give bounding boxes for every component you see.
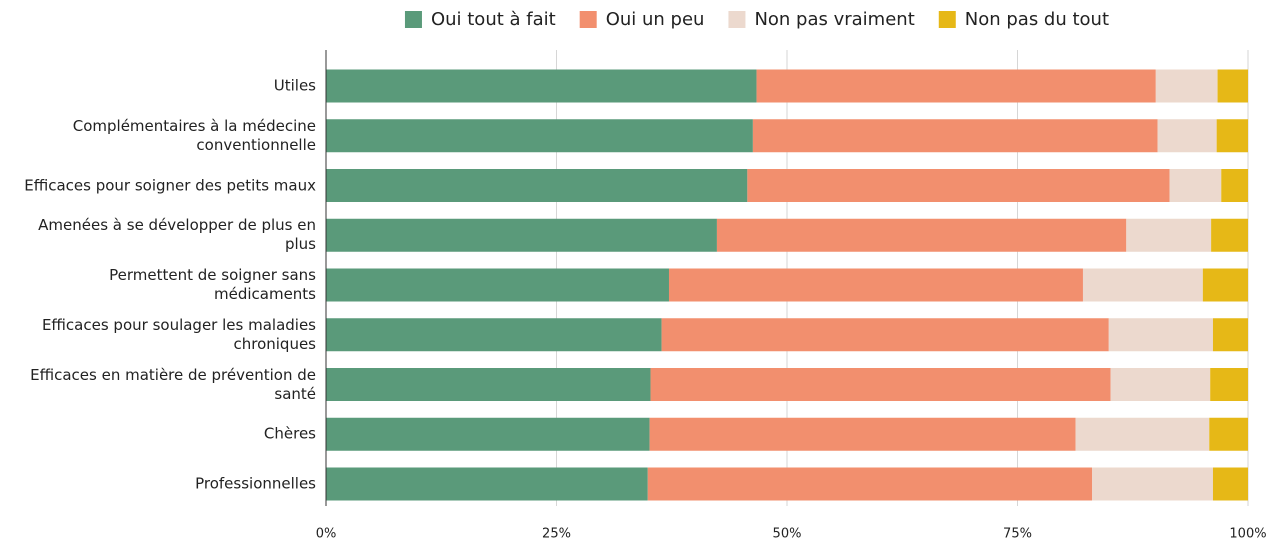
legend-label: Non pas vraiment [754, 9, 914, 30]
bar-segment [1155, 69, 1218, 103]
bar-segment [649, 417, 1076, 451]
category-label: Utiles [273, 76, 316, 95]
bar-segment [326, 467, 648, 501]
bar-segment [1169, 169, 1222, 202]
category-label: Efficaces pour soigner des petits maux [24, 176, 316, 194]
bar-segment [1221, 169, 1248, 202]
legend-label: Oui un peu [606, 9, 705, 30]
bar-segment [1209, 417, 1248, 451]
bar-segment [326, 119, 753, 153]
bar-segment [647, 467, 1093, 501]
bar-segment [1157, 119, 1217, 153]
category-label: Chères [263, 424, 316, 443]
bar-segment [716, 218, 1127, 252]
bar-segment [1210, 368, 1248, 401]
x-tick-label: 75% [1003, 527, 1032, 542]
bar-segment [747, 169, 1170, 202]
bar-segment [1217, 69, 1248, 103]
legend-swatch [938, 11, 956, 28]
bar-segment [1212, 467, 1248, 501]
x-tick-label: 0% [316, 527, 337, 542]
legend-label: Oui tout à fait [431, 9, 556, 30]
bar-segment [1110, 368, 1211, 401]
bar-segment [326, 218, 717, 252]
category-label: Professionnelles [195, 474, 316, 493]
bar-segment [326, 318, 662, 352]
bar-segment [1211, 218, 1248, 252]
category-label: Complémentaires à la médecine convention… [72, 116, 316, 154]
x-tick-label: 25% [542, 527, 571, 542]
bar-segment [326, 368, 651, 401]
category-label: Amenées à se développer de plus en plus [38, 216, 316, 254]
category-label: Permettent de soigner sans médicaments [109, 266, 316, 303]
x-tick-label: 100% [1229, 527, 1266, 542]
bar-segment [326, 268, 669, 302]
bar-segment [756, 69, 1156, 103]
legend-swatch [728, 11, 746, 28]
legend-label: Non pas du tout [965, 9, 1109, 30]
category-label: Efficaces en matière de prévention de sa… [30, 365, 316, 403]
bar-segment [752, 119, 1158, 153]
bar-segment [650, 368, 1111, 401]
legend-swatch [404, 11, 422, 28]
x-tick-label: 50% [773, 527, 802, 542]
bar-segment [1082, 268, 1203, 302]
bar-segment [1075, 417, 1210, 451]
bar-segment [1108, 318, 1213, 352]
legend-swatch [579, 11, 597, 28]
bar-segment [661, 318, 1109, 352]
bar-segment [326, 169, 748, 202]
bar-segment [326, 417, 650, 451]
bar-segment [668, 268, 1083, 302]
bar-segment [1212, 318, 1248, 352]
bar-segment [326, 69, 757, 103]
category-label: Efficaces pour soulager les maladies chr… [41, 315, 316, 353]
bar-segment [1092, 467, 1213, 501]
bar-segment [1202, 268, 1248, 302]
bar-segment [1126, 218, 1212, 252]
bar-segment [1216, 119, 1248, 153]
